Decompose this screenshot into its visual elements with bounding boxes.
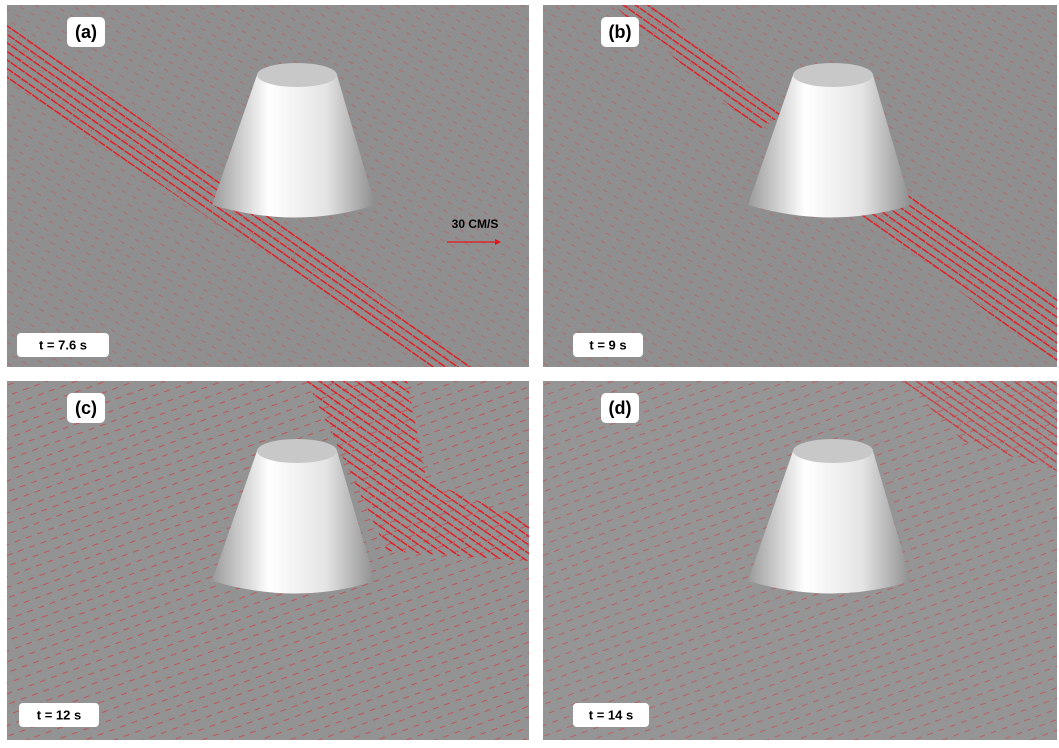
scale-label: 30 CM/S [452,217,499,231]
time-label: t = 7.6 s [39,337,87,352]
figure: 30 CM/S (a) t = 7.6 s (b) t = 9 s (c) t … [0,0,1059,743]
panel: 30 CM/S (a) t = 7.6 s [7,5,529,367]
panel-label: (b) [609,22,632,42]
panel-label: (a) [75,22,97,42]
panel: (d) t = 14 s [543,381,1057,740]
time-label: t = 9 s [589,337,626,352]
panel-label: (c) [75,398,97,418]
panel-label: (d) [609,398,632,418]
page: 30 CM/S (a) t = 7.6 s (b) t = 9 s (c) t … [0,0,1059,743]
panel: (b) t = 9 s [543,5,1057,367]
time-label: t = 12 s [37,707,81,722]
panel: (c) t = 12 s [7,381,529,740]
time-label: t = 14 s [589,707,633,722]
